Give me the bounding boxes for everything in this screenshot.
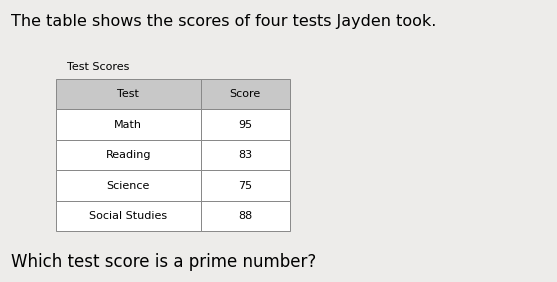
Text: Test Scores: Test Scores bbox=[67, 62, 129, 72]
Bar bbox=[201, 109, 290, 140]
Bar bbox=[56, 170, 201, 201]
Bar bbox=[56, 201, 201, 231]
Bar bbox=[56, 109, 201, 140]
Text: 83: 83 bbox=[238, 150, 252, 160]
Bar bbox=[56, 79, 201, 109]
Bar bbox=[201, 79, 290, 109]
Bar bbox=[201, 140, 290, 170]
Text: Test: Test bbox=[118, 89, 139, 99]
Text: 88: 88 bbox=[238, 211, 252, 221]
Text: Science: Science bbox=[106, 180, 150, 191]
Text: Social Studies: Social Studies bbox=[89, 211, 167, 221]
Bar bbox=[56, 140, 201, 170]
Text: Which test score is a prime number?: Which test score is a prime number? bbox=[11, 253, 316, 271]
Text: Math: Math bbox=[114, 120, 142, 130]
Text: Reading: Reading bbox=[105, 150, 151, 160]
Text: Score: Score bbox=[229, 89, 261, 99]
Bar bbox=[201, 170, 290, 201]
Bar bbox=[201, 201, 290, 231]
Text: 95: 95 bbox=[238, 120, 252, 130]
Text: 75: 75 bbox=[238, 180, 252, 191]
Text: The table shows the scores of four tests Jayden took.: The table shows the scores of four tests… bbox=[11, 14, 437, 29]
